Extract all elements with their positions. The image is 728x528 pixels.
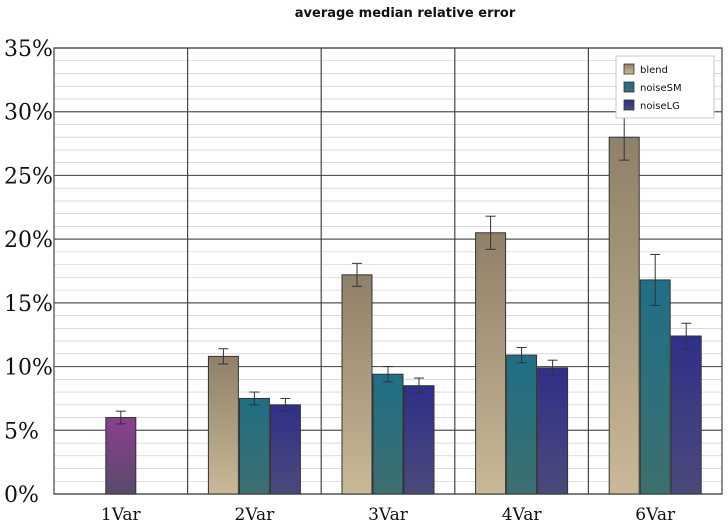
x-tick-label: 4Var [502, 505, 543, 525]
y-tick-label: 5% [4, 419, 39, 444]
x-tick-label: 1Var [101, 505, 142, 525]
bars [105, 136, 702, 495]
legend-label-blend: blend [640, 65, 668, 76]
bar-noisesm-4var [506, 354, 538, 495]
bar-blend-6var [608, 136, 640, 495]
legend-swatch-noiselg [623, 99, 635, 111]
bar-noiselg-6var [670, 335, 702, 495]
legend: blend noiseSM noiseLG [615, 55, 715, 119]
y-tick-label: 20% [4, 228, 53, 253]
legend-swatch-blend [623, 63, 635, 75]
bar-blend-4var [475, 232, 507, 495]
legend-label-noiselg: noiseLG [640, 101, 680, 112]
bar-1var [105, 417, 137, 495]
legend-swatch-noisesm [623, 81, 635, 93]
bar-noisesm-6var [639, 279, 671, 495]
x-tick-label: 3Var [368, 505, 409, 525]
bar-noiselg-2var [269, 404, 301, 495]
y-tick-label: 35% [4, 37, 53, 62]
legend-label-noisesm: noiseSM [640, 83, 682, 94]
y-tick-label: 30% [4, 101, 53, 126]
bar-noiselg-4var [537, 367, 569, 495]
bar-noiselg-3var [403, 385, 435, 495]
bar-noisesm-3var [372, 373, 404, 495]
y-tick-label: 25% [4, 164, 53, 189]
y-axis-ticks: 0% 5% 10% 15% 20% 25% 30% 35% [4, 37, 53, 508]
bar-noisesm-2var [238, 397, 270, 495]
x-axis-ticks: 1Var 2Var 3Var 4Var 6Var [101, 505, 676, 525]
x-tick-label: 6Var [635, 505, 676, 525]
y-tick-label: 15% [4, 292, 53, 317]
y-tick-label: 0% [4, 483, 39, 508]
bar-blend-2var [207, 355, 239, 495]
error-bars [115, 113, 692, 425]
x-tick-label: 2Var [235, 505, 276, 525]
bar-blend-3var [341, 274, 373, 495]
chart-title: average median relative error [295, 6, 516, 21]
y-tick-label: 10% [4, 356, 53, 381]
